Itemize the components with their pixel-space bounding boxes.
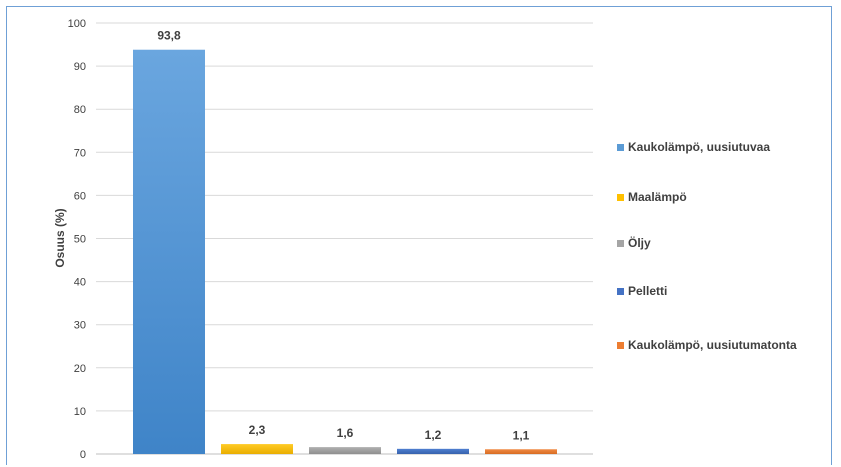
y-axis-label: Osuus (%) (53, 208, 67, 267)
legend-label: Kaukolämpö, uusiutuvaa (628, 140, 771, 154)
legend-swatch (617, 341, 624, 349)
legend-label: Öljy (628, 236, 651, 250)
y-tick-label: 90 (74, 61, 86, 73)
bar-1 (221, 444, 293, 454)
y-tick-label: 40 (74, 277, 86, 289)
y-tick-label: 60 (74, 190, 86, 202)
y-tick-label: 0 (80, 449, 86, 461)
legend-item: Kaukolämpö, uusiutumatonta (617, 336, 797, 354)
y-tick-label: 70 (74, 147, 86, 159)
legend-swatch (617, 287, 624, 295)
y-tick-label: 30 (74, 320, 86, 332)
data-label: 1,6 (337, 426, 354, 440)
data-labels: 93,8 2,3 1,6 1,2 1,1 (157, 29, 529, 443)
bar-2 (309, 447, 381, 454)
legend-label: Kaukolämpö, uusiutumatonta (628, 338, 797, 352)
y-tick-label: 20 (74, 363, 86, 375)
legend-swatch (617, 239, 624, 247)
y-tick-label: 80 (74, 104, 86, 116)
data-label: 93,8 (157, 29, 181, 43)
data-label: 2,3 (249, 423, 266, 437)
legend-item: Maalämpö (617, 188, 687, 206)
y-tick-label: 100 (68, 18, 86, 30)
y-tick-label: 50 (74, 234, 86, 246)
legend-item: Kaukolämpö, uusiutuvaa (617, 138, 770, 156)
data-label: 1,1 (513, 428, 530, 442)
legend-item: Öljy (617, 234, 651, 252)
legend-item: Pelletti (617, 282, 667, 300)
legend-swatch (617, 193, 624, 201)
data-label: 1,2 (425, 428, 442, 442)
bar-4 (485, 449, 557, 454)
legend-swatch (617, 143, 624, 151)
y-tick-label: 10 (74, 406, 86, 418)
bars (133, 49, 557, 455)
bar-0 (133, 49, 205, 455)
legend-label: Pelletti (628, 284, 668, 298)
legend-label: Maalämpö (628, 190, 687, 204)
bar-3 (397, 448, 469, 454)
y-axis-ticks: 0 10 20 30 40 50 60 70 80 90 100 (68, 18, 86, 461)
